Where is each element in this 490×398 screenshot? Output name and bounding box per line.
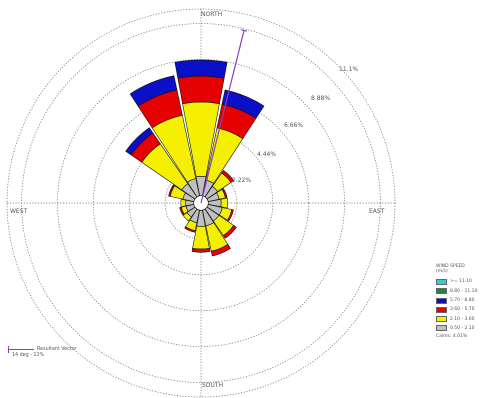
compass-label-north: NORTH [201,11,222,18]
legend-swatch [436,316,447,323]
petal-nnw [129,75,178,107]
petal-n [177,75,225,104]
wind-rose-petals [125,59,265,257]
petal-nne [221,89,265,119]
compass-label-west: WEST [10,208,28,215]
resultant-vector-tip [240,29,248,32]
petal-w [180,198,187,208]
legend-item: 0.50 - 2.10 [436,324,488,333]
petal-sw [182,212,192,222]
compass-label-south: SOUTH [202,382,223,389]
resultant-vector-value: 14 deg - 11% [12,353,45,358]
grid-ring [128,130,274,276]
ring-label-2: 4.44% [257,151,276,158]
petal-wnw [168,184,175,197]
petal-ene [221,188,228,199]
ring-label-4: 8.88% [311,95,330,102]
legend-swatch [436,288,447,295]
legend-item: 2.10 - 3.60 [436,315,488,324]
petal-s [191,247,211,253]
petal-e [220,197,228,209]
compass-label-east: EAST [369,208,385,215]
wind-speed-legend: WIND SPEED (m/s) >= 11.10 8.80 - 11.10 5… [436,264,488,339]
legend-swatch [436,325,447,332]
chart-overlay [193,29,248,211]
ring-label-5: 11.1% [339,66,358,73]
ring-label-3: 6.66% [284,122,303,129]
legend-item: 8.80 - 11.10 [436,287,488,296]
petal-wsw [179,206,185,216]
petal-nw [125,127,154,156]
petal-se [223,225,237,239]
ring-label-1: 2.22% [232,177,251,184]
petal-ese [227,209,234,222]
resultant-vector-key-line: Resultant Vector [8,346,77,353]
petal-ssw [184,226,196,233]
legend-swatch [436,306,447,313]
legend-title: WIND SPEED (m/s) [436,264,465,275]
petal-sse [210,243,231,257]
resultant-vector-line [200,30,245,204]
legend-item: 5.70 - 8.80 [436,296,488,305]
calms-label: Calms: 4.01% [436,334,468,340]
petal-ne [221,169,235,183]
legend-item: 3.60 - 5.70 [436,305,488,314]
legend-item: >= 11.10 [436,277,488,286]
petal-n [174,59,228,79]
resultant-vector-key: Resultant Vector 14 deg - 11% [8,346,77,358]
legend-swatch [436,278,447,285]
resultant-vector-label: Resultant Vector [37,347,77,352]
legend-swatch [436,297,447,304]
resultant-vector-key-icon [8,346,34,353]
